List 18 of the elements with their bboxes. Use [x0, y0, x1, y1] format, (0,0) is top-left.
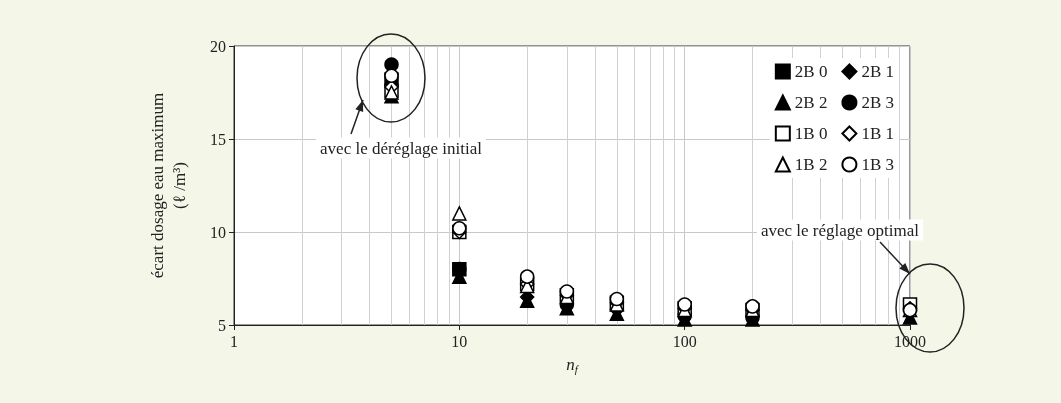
legend-label: 2B 3	[861, 93, 894, 112]
legend-label: 2B 1	[861, 62, 894, 81]
legend-label: 1B 0	[794, 124, 828, 143]
legend-label: 2B 0	[794, 62, 828, 81]
legend-label: 1B 3	[861, 155, 894, 174]
annotation: avec le déréglage initial	[320, 138, 483, 158]
x-tick-label: 100	[672, 332, 697, 350]
y-tick-label: 15	[210, 130, 226, 148]
legend-label: 1B 2	[794, 155, 828, 174]
y-tick-label: 10	[210, 223, 226, 241]
x-tick-label: 10	[451, 332, 468, 350]
legend-label: 2B 2	[794, 93, 828, 112]
x-tick-label: 1	[230, 332, 238, 350]
legend-label: 1B 1	[861, 124, 894, 143]
y-axis-title: écart dosage eau maximum (ℓ /m³)	[147, 92, 189, 279]
y-tick-label: 20	[210, 37, 226, 55]
annotation: avec le réglage optimal	[760, 220, 920, 240]
y-tick-label: 5	[218, 316, 226, 334]
